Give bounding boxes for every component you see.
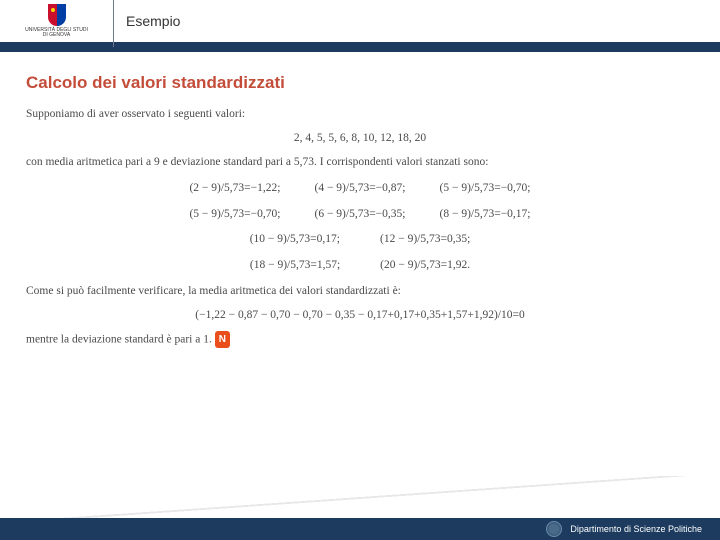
content-area: Calcolo dei valori standardizzati Suppon… (0, 52, 720, 349)
slide-title: Esempio (114, 13, 180, 29)
calc-item: (2 − 9)/5,73=−1,22; (189, 180, 280, 198)
intro-text: Supponiamo di aver osservato i seguenti … (26, 106, 694, 124)
shield-icon (48, 4, 66, 26)
observed-values: 2, 4, 5, 5, 6, 8, 10, 12, 18, 20 (26, 130, 694, 148)
university-logo: UNIVERSITÀ DEGLI STUDI DI GENOVA (0, 0, 114, 47)
logo-text: UNIVERSITÀ DEGLI STUDI DI GENOVA (25, 28, 88, 39)
footer-seal-icon (546, 521, 562, 537)
calc-item: (6 − 9)/5,73=−0,35; (314, 206, 405, 224)
calc-item: (5 − 9)/5,73=−0,70; (440, 180, 531, 198)
calc-row-4: (18 − 9)/5,73=1,57; (20 − 9)/5,73=1,92. (26, 257, 694, 275)
department-name: Dipartimento di Scienze Politiche (570, 524, 702, 534)
calc-item: (20 − 9)/5,73=1,92. (380, 257, 470, 275)
header: UNIVERSITÀ DEGLI STUDI DI GENOVA Esempio (0, 0, 720, 52)
paragraph-1: con media aritmetica pari a 9 e deviazio… (26, 154, 694, 172)
sum-line: (−1,22 − 0,87 − 0,70 − 0,70 − 0,35 − 0,1… (26, 307, 694, 325)
calc-row-1: (2 − 9)/5,73=−1,22; (4 − 9)/5,73=−0,87; … (26, 180, 694, 198)
footer-bar: Dipartimento di Scienze Politiche (0, 518, 720, 540)
calc-item: (18 − 9)/5,73=1,57; (250, 257, 340, 275)
paragraph-3: mentre la deviazione standard è pari a 1… (26, 331, 694, 349)
calc-item: (10 − 9)/5,73=0,17; (250, 231, 340, 249)
calc-row-3: (10 − 9)/5,73=0,17; (12 − 9)/5,73=0,35; (26, 231, 694, 249)
calc-item: (12 − 9)/5,73=0,35; (380, 231, 470, 249)
calc-item: (4 − 9)/5,73=−0,87; (314, 180, 405, 198)
footer: Dipartimento di Scienze Politiche (0, 506, 720, 540)
section-title: Calcolo dei valori standardizzati (26, 70, 694, 96)
calc-item: (5 − 9)/5,73=−0,70; (189, 206, 280, 224)
closing-text: mentre la deviazione standard è pari a 1… (26, 333, 212, 345)
footer-divider (0, 476, 720, 520)
paragraph-2: Come si può facilmente verificare, la me… (26, 283, 694, 301)
note-badge-icon: N (215, 331, 230, 349)
calc-item: (8 − 9)/5,73=−0,17; (440, 206, 531, 224)
calc-row-2: (5 − 9)/5,73=−0,70; (6 − 9)/5,73=−0,35; … (26, 206, 694, 224)
